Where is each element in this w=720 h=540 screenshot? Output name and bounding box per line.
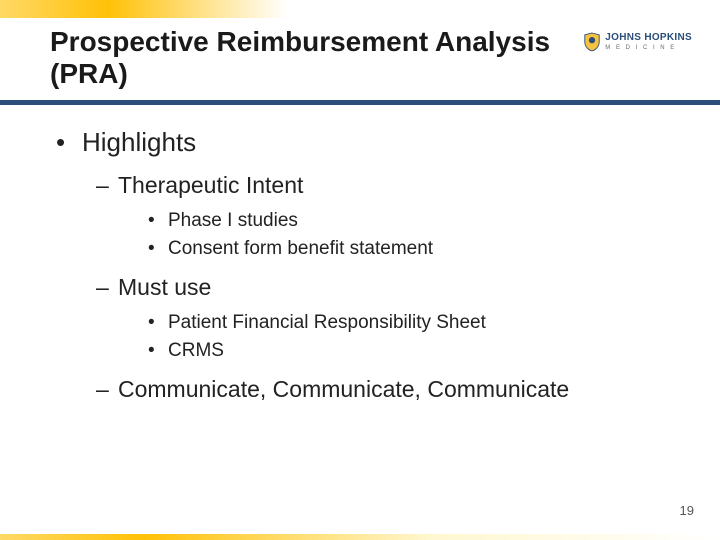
slide-title: Prospective Reimbursement Analysis (PRA) [50, 26, 590, 90]
level3-text: Phase I studies [168, 210, 298, 232]
bullet-icon: • [148, 312, 168, 334]
dash-icon: – [96, 274, 118, 301]
logo-sub-text: M E D I C I N E [605, 45, 692, 51]
level2-text: Must use [118, 274, 211, 302]
logo-main-text: JOHNS HOPKINS [605, 33, 692, 43]
dash-icon: – [96, 376, 118, 403]
level2-item: – Must use [96, 274, 670, 302]
bottom-accent-bar [0, 534, 720, 540]
level3-item: • Phase I studies [148, 210, 670, 232]
level2-text: Therapeutic Intent [118, 172, 303, 200]
level3-group: • Phase I studies • Consent form benefit… [56, 210, 670, 260]
level3-item: • CRMS [148, 340, 670, 362]
level3-group: • Patient Financial Responsibility Sheet… [56, 312, 670, 362]
level2-item: – Communicate, Communicate, Communicate [96, 376, 670, 404]
bullet-icon: • [56, 127, 82, 158]
level3-item: • Patient Financial Responsibility Sheet [148, 312, 670, 334]
level3-text: Patient Financial Responsibility Sheet [168, 312, 486, 334]
level1-item: • Highlights [56, 127, 670, 158]
level2-item: – Therapeutic Intent [96, 172, 670, 200]
dash-icon: – [96, 172, 118, 199]
shield-icon [583, 32, 601, 52]
level3-text: CRMS [168, 340, 224, 362]
page-number: 19 [680, 503, 694, 518]
brand-logo: JOHNS HOPKINS M E D I C I N E [583, 32, 692, 52]
level2-text: Communicate, Communicate, Communicate [118, 376, 569, 404]
level1-text: Highlights [82, 127, 196, 158]
bullet-icon: • [148, 340, 168, 362]
logo-text: JOHNS HOPKINS M E D I C I N E [605, 33, 692, 51]
level3-item: • Consent form benefit statement [148, 238, 670, 260]
bullet-icon: • [148, 210, 168, 232]
bullet-icon: • [148, 238, 168, 260]
top-accent-bar [0, 0, 720, 18]
slide-header: Prospective Reimbursement Analysis (PRA)… [0, 18, 720, 96]
slide-body: • Highlights – Therapeutic Intent • Phas… [0, 105, 720, 403]
level3-text: Consent form benefit statement [168, 238, 433, 260]
